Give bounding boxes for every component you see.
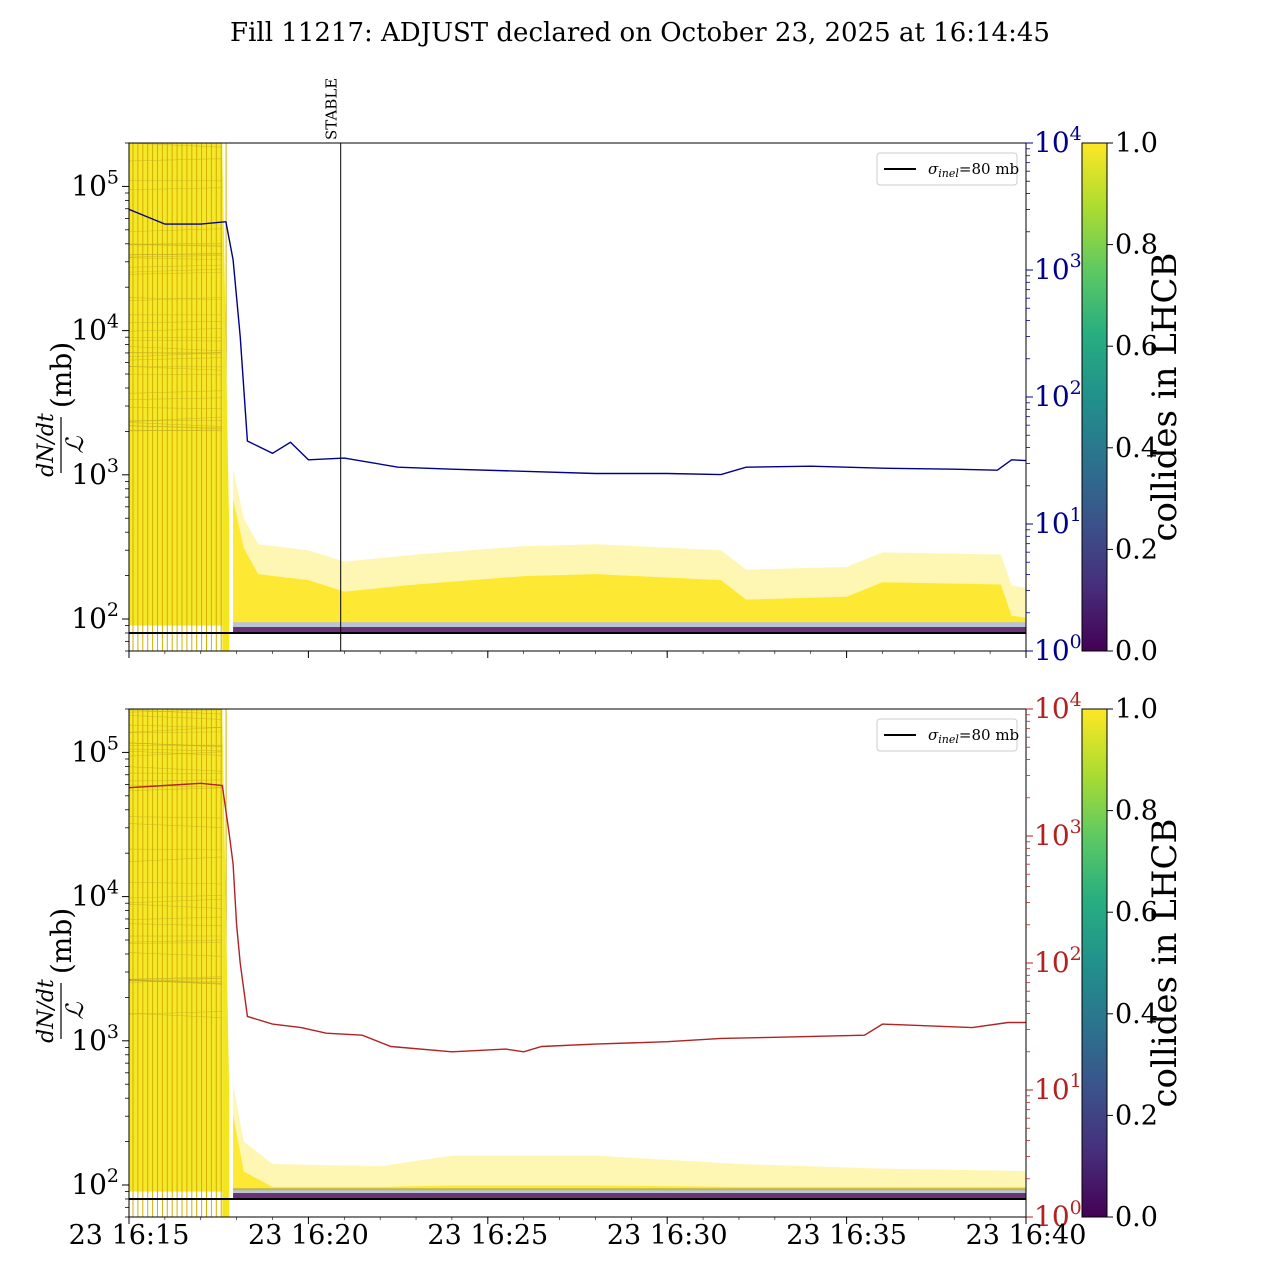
- panel-bottom-colorbar-label: collides in LHCB: [1145, 818, 1185, 1107]
- panel-top-colorbar-tick-label: 0.2: [1115, 534, 1158, 565]
- panel-bottom-band-outer: [233, 1084, 1026, 1191]
- panel-top-ytick-label: 103: [71, 455, 119, 491]
- panel-bottom-colorbar-tick-label: 0.6: [1115, 897, 1158, 928]
- panel-top-stable-label: STABLE: [323, 78, 341, 140]
- panel-top-ytick-label: 104: [71, 311, 119, 347]
- panel-bottom-ylabel-unit: (mb): [45, 908, 78, 974]
- panel-bottom-xtick-label: 23 16:15: [69, 1220, 190, 1251]
- panel-bottom-colorbar-tick-label: 1.0: [1115, 694, 1158, 725]
- panel-bottom-colorbar: 0.0 0.2 0.4 0.6 0.8 1.0 collides in LHCB: [1081, 694, 1185, 1233]
- panel-top-y2tick-label: 103: [1034, 250, 1082, 286]
- panel-top-ylabel-numerator: dN/dt: [34, 413, 59, 477]
- panel-top-y2tick-label: 100: [1034, 631, 1082, 667]
- panel-top-y2tick-label: 102: [1034, 377, 1082, 413]
- panel-bottom-y2tick-label: 101: [1034, 1070, 1082, 1106]
- panel-top-plot-area: [129, 143, 1026, 651]
- panel-bottom-bunch-bands: [129, 709, 1026, 1217]
- panel-bottom-colorbar-tick-label: 0.2: [1115, 1100, 1158, 1131]
- panel-bottom-y2tick-label: 104: [1034, 689, 1082, 725]
- panel-bottom-ytick-label: 105: [71, 732, 119, 768]
- panel-top-colorbar-label: collides in LHCB: [1145, 252, 1185, 541]
- panel-bottom-y2tick-label: 102: [1034, 943, 1082, 979]
- panel-top-band-inner: [233, 498, 1026, 623]
- panel-bottom-ytick-label: 102: [71, 1165, 119, 1201]
- panel-bottom-colorbar-tick-label: 0.0: [1115, 1202, 1158, 1233]
- figure-title: Fill 11217: ADJUST declared on October 2…: [230, 18, 1050, 48]
- panel-bottom-axes-frame: [128, 708, 1027, 1218]
- panel-top-legend: σinel=80 mb: [876, 152, 1019, 186]
- panel-top-y2tick-label: 101: [1034, 504, 1082, 540]
- panel-bottom-xtick-label: 23 16:20: [248, 1220, 369, 1251]
- panel-bottom-xtick-label: 23 16:30: [607, 1220, 728, 1251]
- panel-top-ytick-label: 105: [71, 166, 119, 202]
- panel-bottom-ytick-label: 104: [71, 877, 119, 913]
- panel-top-colorbar: 0.0 0.2 0.4 0.6 0.8 1.0 collides in LHCB: [1081, 128, 1185, 667]
- panel-top-colorbar-tick-label: 0.4: [1115, 433, 1158, 464]
- panel-bottom-colorbar-tick-label: 0.8: [1115, 796, 1158, 827]
- panel-bottom-ylabel-denominator: ℒ: [61, 1002, 89, 1020]
- panel-top-band-mid: [233, 622, 1026, 628]
- panel-top-band-low: [233, 627, 1026, 633]
- panel-bottom-legend-label: σinel=80 mb: [928, 726, 1019, 746]
- panel-bottom-colorbar-gradient: [1081, 708, 1108, 1218]
- panel-top-drop-edge: [222, 143, 230, 651]
- panel-top-ylabel-unit: (mb): [45, 342, 78, 408]
- panel-bottom-ylabel: dN/dt ℒ (mb): [34, 908, 89, 1043]
- panel-bottom-colorbar-tick-label: 0.4: [1115, 999, 1158, 1030]
- panel-bottom-ytick-label: 103: [71, 1021, 119, 1057]
- panel-top-colorbar-tick-label: 0.8: [1115, 230, 1158, 261]
- panel-bottom-legend: σinel=80 mb: [876, 718, 1019, 752]
- panel-top-bunch-bands: [129, 143, 1026, 651]
- panel-bottom-plot-area: [129, 709, 1026, 1217]
- panel-top: STABLE 102 103 104 105 100 101 102 103 104 dN/dt ℒ (…: [34, 78, 1185, 667]
- panel-top-ytick-label: 102: [71, 599, 119, 635]
- panel-bottom-band-low: [233, 1193, 1026, 1199]
- panel-bottom-ylabel-numerator: dN/dt: [34, 979, 59, 1043]
- panel-top-legend-label: σinel=80 mb: [928, 160, 1019, 180]
- panel-bottom-band-mid: [233, 1188, 1026, 1194]
- panel-top-colorbar-tick-label: 0.0: [1115, 636, 1158, 667]
- panel-bottom: 102 103 104 105 100 101 102 103 104 23 16:15 23 16…: [34, 689, 1185, 1251]
- panel-top-colorbar-tick-label: 1.0: [1115, 128, 1158, 159]
- panel-top-colorbar-gradient: [1081, 142, 1108, 652]
- panel-bottom-y2tick-label: 103: [1034, 816, 1082, 852]
- panel-bottom-legend-box: [876, 718, 1018, 752]
- panel-top-y2tick-label: 104: [1034, 123, 1082, 159]
- panel-bottom-xtick-label: 23 16:40: [966, 1220, 1087, 1251]
- panel-top-colorbar-tick-label: 0.6: [1115, 331, 1158, 362]
- panel-top-ylabel-denominator: ℒ: [61, 436, 89, 454]
- panel-bottom-xtick-label: 23 16:25: [427, 1220, 548, 1251]
- panel-top-legend-box: [876, 152, 1018, 186]
- panel-bottom-y2tick-label: 100: [1034, 1197, 1082, 1233]
- panel-bottom-drop-edge: [222, 709, 230, 1217]
- panel-top-ylabel: dN/dt ℒ (mb): [34, 342, 89, 477]
- panel-bottom-xtick-label: 23 16:35: [786, 1220, 907, 1251]
- panel-top-series-line-0: [129, 208, 1026, 476]
- panel-bottom-series-line-0: [129, 782, 1026, 1053]
